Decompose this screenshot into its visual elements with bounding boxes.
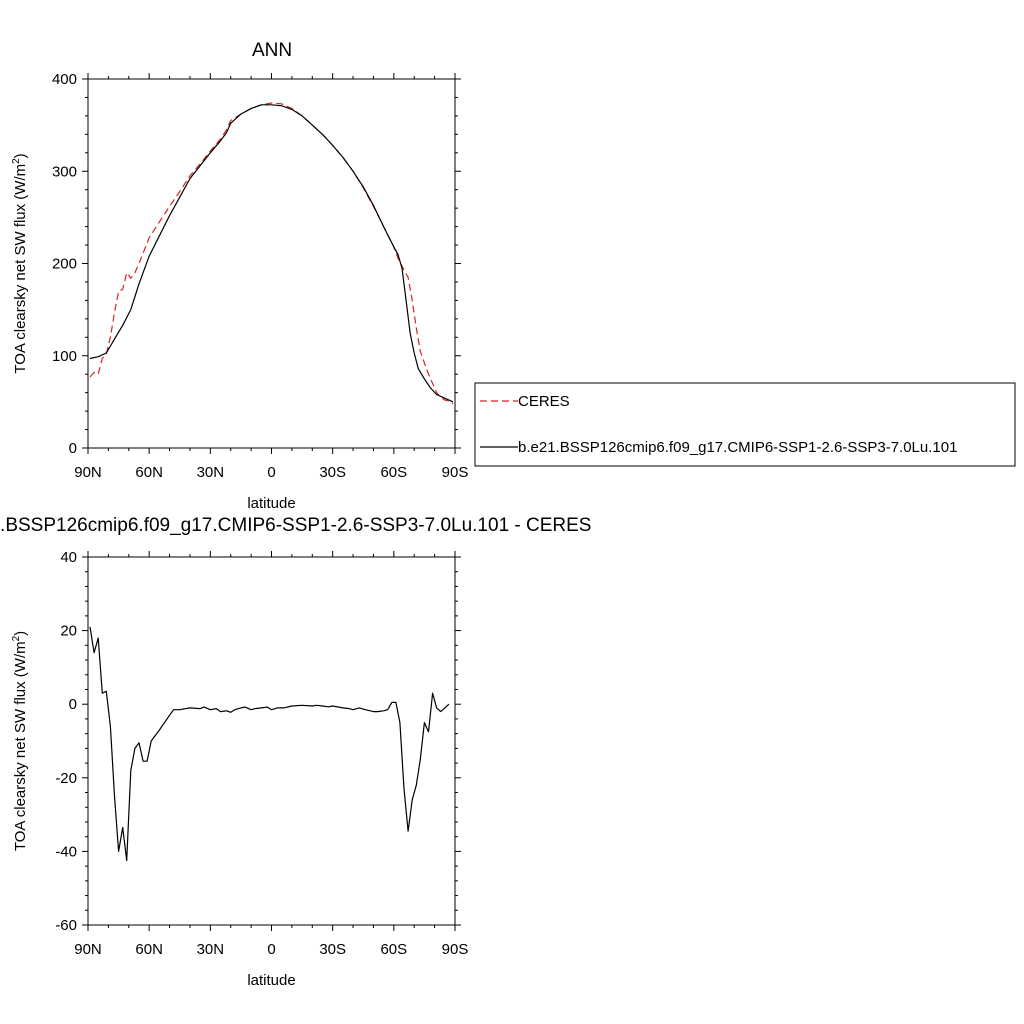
y-tick-label: 200	[52, 256, 77, 273]
series-line-2	[89, 104, 454, 403]
y-tick-label: 20	[60, 623, 77, 640]
y-tick-label: 0	[69, 696, 77, 713]
legend-label-2: b.e21.BSSP126cmip6.f09_g17.CMIP6-SSP1-2.…	[518, 439, 957, 456]
x-tick-label: 90N	[74, 941, 102, 958]
x-tick-label: 90S	[442, 941, 469, 958]
x-tick-label: 30S	[319, 941, 346, 958]
y-tick-label: 0	[69, 440, 77, 457]
legend-label-1: CERES	[518, 393, 570, 410]
x-tick-label: 60S	[380, 941, 407, 958]
y-tick-label: -40	[55, 843, 77, 860]
series-line-1	[89, 102, 454, 405]
y-tick-label: 300	[52, 163, 77, 180]
x-tick-label: 0	[267, 464, 275, 481]
y-axis-label: TOA clearsky net SW flux (W/m2)	[11, 631, 29, 851]
chart-title: b.e21.BSSP126cmip6.f09_g17.CMIP6-SSP1-2.…	[0, 515, 591, 536]
x-tick-label: 90N	[74, 464, 102, 481]
y-tick-label: 100	[52, 348, 77, 365]
chart-title: ANN	[252, 40, 292, 61]
x-tick-label: 60N	[135, 464, 163, 481]
x-tick-label: 30N	[197, 464, 225, 481]
y-tick-label: 400	[52, 71, 77, 88]
x-tick-label: 90S	[442, 464, 469, 481]
y-axis-label: TOA clearsky net SW flux (W/m2)	[11, 153, 29, 373]
x-tick-label: 30S	[319, 464, 346, 481]
x-tick-label: 30N	[197, 941, 225, 958]
chart-panel-2: b.e21.BSSP126cmip6.f09_g17.CMIP6-SSP1-2.…	[0, 515, 591, 989]
x-tick-label: 60S	[380, 464, 407, 481]
y-tick-label: 40	[60, 549, 77, 566]
y-tick-label: -60	[55, 917, 77, 934]
x-axis-label: latitude	[247, 972, 295, 989]
legend: CERES b.e21.BSSP126cmip6.f09_g17.CMIP6-SS…	[474, 382, 1016, 467]
x-tick-label: 60N	[135, 941, 163, 958]
x-axis-label: latitude	[247, 495, 295, 512]
chart-panel-1: ANN 90N 60N 30N 0 30S 60S 90S 0 100 200 300 400 latit…	[11, 40, 1016, 512]
legend-box	[474, 382, 1016, 467]
series-line-1	[89, 626, 450, 862]
plot-frame	[87, 78, 456, 449]
plot-frame	[87, 556, 456, 926]
y-tick-label: -20	[55, 770, 77, 787]
x-tick-label: 0	[267, 941, 275, 958]
